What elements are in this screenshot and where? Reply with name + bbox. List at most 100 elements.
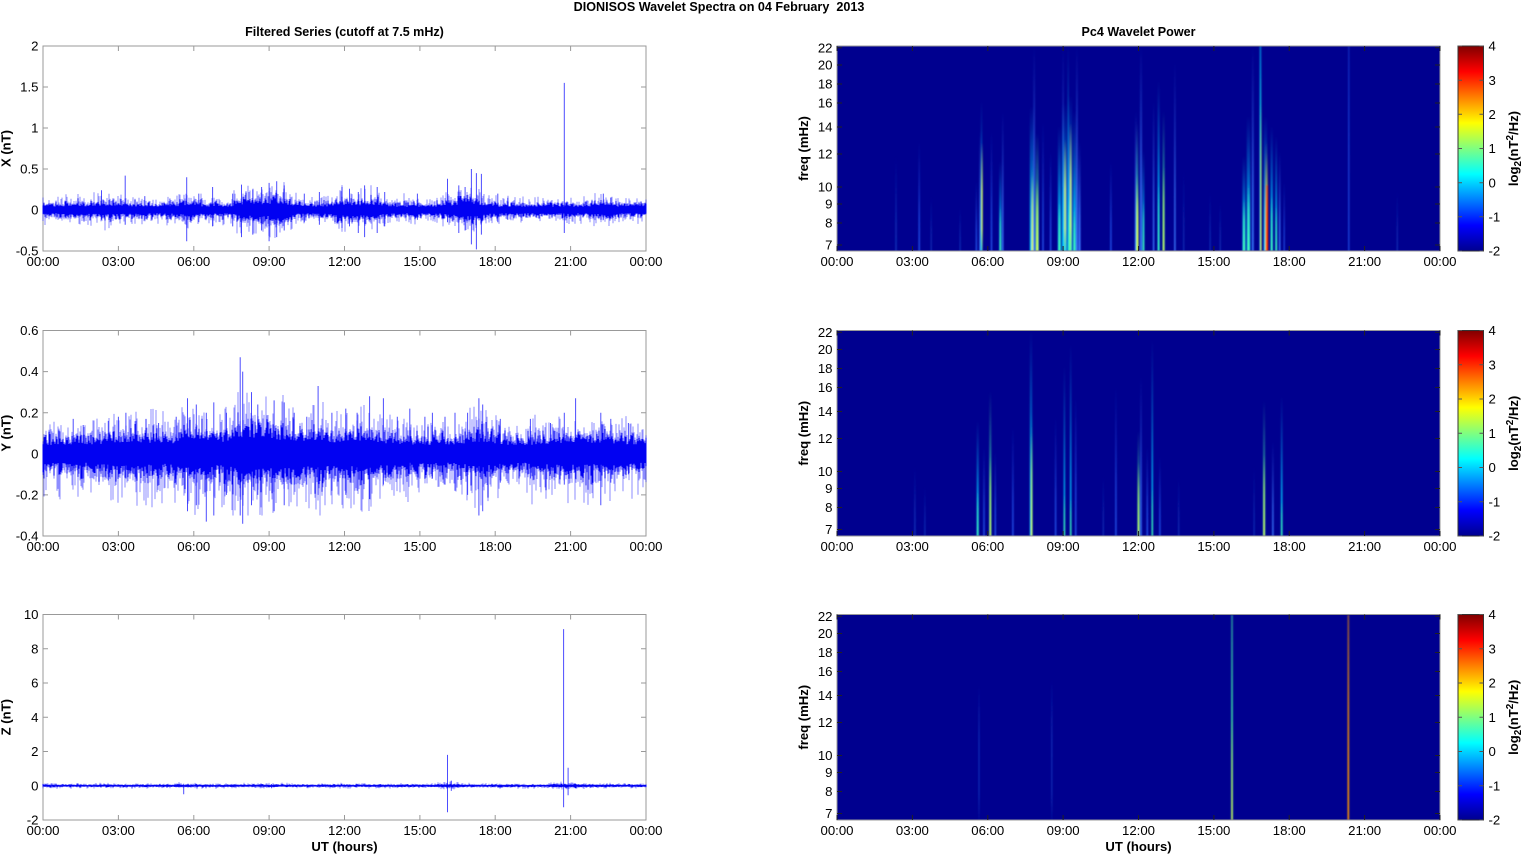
- svg-text:12:00: 12:00: [328, 539, 361, 554]
- svg-text:21:00: 21:00: [554, 254, 587, 269]
- svg-text:0: 0: [31, 203, 38, 218]
- svg-text:22: 22: [818, 40, 833, 55]
- svg-text:03:00: 03:00: [896, 823, 929, 838]
- svg-text:06:00: 06:00: [971, 254, 1004, 269]
- svg-text:09:00: 09:00: [253, 254, 286, 269]
- svg-text:12:00: 12:00: [1122, 539, 1155, 554]
- svg-text:18: 18: [818, 361, 833, 376]
- svg-text:03:00: 03:00: [102, 254, 135, 269]
- svg-text:9: 9: [825, 481, 832, 496]
- svg-text:0: 0: [1489, 175, 1496, 190]
- svg-text:0: 0: [1489, 460, 1496, 475]
- svg-text:X (nT): X (nT): [0, 130, 14, 167]
- svg-text:15:00: 15:00: [403, 254, 436, 269]
- svg-text:1: 1: [1489, 426, 1496, 441]
- svg-text:UT (hours): UT (hours): [311, 839, 377, 854]
- svg-text:1.5: 1.5: [20, 80, 38, 95]
- svg-text:12: 12: [818, 431, 833, 446]
- svg-text:log2(nT2/Hz): log2(nT2/Hz): [1505, 396, 1524, 471]
- svg-text:06:00: 06:00: [177, 254, 210, 269]
- svg-text:7: 7: [825, 522, 832, 537]
- svg-text:2: 2: [31, 744, 38, 759]
- svg-text:10: 10: [24, 607, 39, 622]
- svg-text:-0.4: -0.4: [16, 529, 39, 544]
- svg-text:18:00: 18:00: [479, 254, 512, 269]
- svg-text:3: 3: [1489, 357, 1496, 372]
- svg-text:-2: -2: [27, 813, 39, 828]
- svg-text:18:00: 18:00: [479, 823, 512, 838]
- svg-text:00:00: 00:00: [820, 823, 853, 838]
- svg-text:09:00: 09:00: [1047, 254, 1080, 269]
- svg-text:09:00: 09:00: [1047, 823, 1080, 838]
- svg-text:DIONISOS Wavelet Spectra on 04: DIONISOS Wavelet Spectra on 04 February …: [574, 0, 865, 14]
- svg-text:00:00: 00:00: [629, 254, 662, 269]
- svg-text:4: 4: [1489, 323, 1496, 338]
- svg-text:2: 2: [31, 39, 38, 54]
- svg-text:2: 2: [1489, 392, 1496, 407]
- svg-text:15:00: 15:00: [1197, 539, 1230, 554]
- svg-text:12: 12: [818, 147, 833, 162]
- svg-text:0: 0: [31, 446, 38, 461]
- svg-text:3: 3: [1489, 641, 1496, 656]
- svg-text:-1: -1: [1489, 209, 1501, 224]
- svg-text:18:00: 18:00: [479, 539, 512, 554]
- svg-text:18:00: 18:00: [1273, 254, 1306, 269]
- svg-text:0.6: 0.6: [20, 323, 38, 338]
- svg-text:2: 2: [1489, 676, 1496, 691]
- svg-text:09:00: 09:00: [253, 539, 286, 554]
- svg-text:7: 7: [825, 238, 832, 253]
- svg-text:12:00: 12:00: [1122, 823, 1155, 838]
- svg-text:9: 9: [825, 197, 832, 212]
- svg-text:8: 8: [825, 216, 832, 231]
- svg-text:1: 1: [1489, 141, 1496, 156]
- svg-text:06:00: 06:00: [971, 539, 1004, 554]
- svg-text:18: 18: [818, 77, 833, 92]
- svg-text:4: 4: [1489, 39, 1496, 54]
- svg-text:22: 22: [818, 609, 833, 624]
- svg-text:15:00: 15:00: [403, 539, 436, 554]
- svg-text:9: 9: [825, 765, 832, 780]
- svg-text:1: 1: [31, 121, 38, 136]
- svg-text:UT (hours): UT (hours): [1105, 839, 1171, 854]
- svg-text:-0.2: -0.2: [16, 488, 39, 503]
- svg-text:00:00: 00:00: [26, 823, 59, 838]
- svg-text:7: 7: [825, 806, 832, 821]
- svg-text:21:00: 21:00: [1348, 823, 1381, 838]
- svg-text:4: 4: [31, 710, 38, 725]
- svg-text:22: 22: [818, 325, 833, 340]
- svg-text:1: 1: [1489, 710, 1496, 725]
- svg-text:-2: -2: [1489, 529, 1501, 544]
- svg-text:15:00: 15:00: [1197, 823, 1230, 838]
- svg-text:21:00: 21:00: [554, 823, 587, 838]
- svg-text:20: 20: [818, 626, 833, 641]
- svg-text:-1: -1: [1489, 778, 1501, 793]
- svg-text:18: 18: [818, 645, 833, 660]
- svg-text:log2(nT2/Hz): log2(nT2/Hz): [1505, 680, 1524, 755]
- svg-text:00:00: 00:00: [26, 254, 59, 269]
- svg-text:0: 0: [1489, 744, 1496, 759]
- svg-text:00:00: 00:00: [820, 539, 853, 554]
- svg-text:03:00: 03:00: [896, 254, 929, 269]
- svg-text:8: 8: [825, 500, 832, 515]
- svg-text:09:00: 09:00: [1047, 539, 1080, 554]
- svg-text:Y (nT): Y (nT): [0, 415, 14, 452]
- svg-text:06:00: 06:00: [971, 823, 1004, 838]
- svg-text:freq (mHz): freq (mHz): [796, 685, 811, 750]
- svg-text:10: 10: [818, 748, 833, 763]
- svg-text:09:00: 09:00: [253, 823, 286, 838]
- svg-text:06:00: 06:00: [177, 823, 210, 838]
- svg-text:14: 14: [818, 404, 833, 419]
- svg-text:freq (mHz): freq (mHz): [796, 401, 811, 466]
- svg-text:4: 4: [1489, 607, 1496, 622]
- svg-text:15:00: 15:00: [1197, 254, 1230, 269]
- svg-text:21:00: 21:00: [1348, 254, 1381, 269]
- svg-text:8: 8: [31, 641, 38, 656]
- svg-text:8: 8: [825, 784, 832, 799]
- svg-text:12: 12: [818, 715, 833, 730]
- svg-text:3: 3: [1489, 73, 1496, 88]
- svg-text:12:00: 12:00: [328, 254, 361, 269]
- svg-text:00:00: 00:00: [629, 539, 662, 554]
- svg-text:-1: -1: [1489, 494, 1501, 509]
- svg-text:16: 16: [818, 380, 833, 395]
- svg-text:-2: -2: [1489, 244, 1501, 259]
